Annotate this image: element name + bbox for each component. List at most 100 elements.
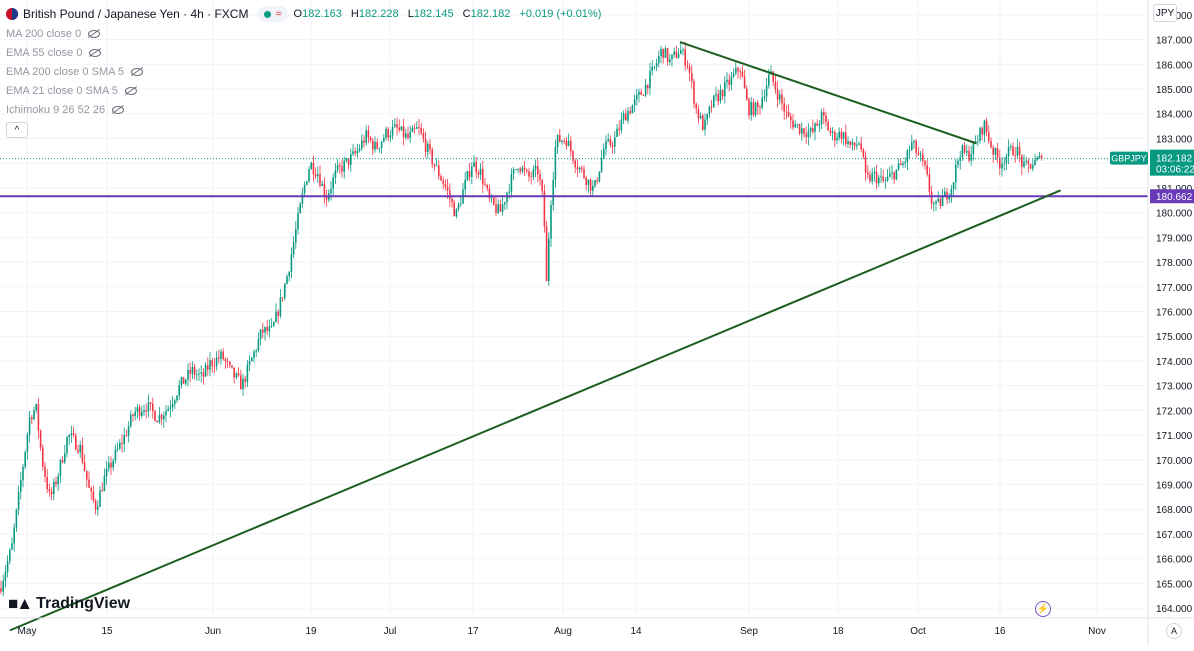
candle (746, 85, 748, 101)
candle-body (149, 402, 152, 404)
candle-body (972, 142, 975, 155)
candle-body (385, 128, 387, 139)
candle-body (526, 170, 528, 172)
candle-body (891, 172, 893, 174)
candle (554, 139, 557, 188)
candle-body (515, 169, 517, 170)
candle-body (358, 148, 361, 151)
indicator-row[interactable]: EMA 55 close 0 (6, 43, 144, 62)
candle (347, 158, 350, 170)
price-axis-label: 174.000 (1156, 357, 1193, 368)
candle (185, 378, 187, 386)
candle-body (805, 134, 807, 138)
collapse-legend-button[interactable]: ^ (6, 122, 28, 138)
currency-selector[interactable]: JPY (1153, 4, 1177, 22)
candle-body (229, 361, 231, 366)
indicator-row[interactable]: EMA 21 close 0 SMA 5 (6, 81, 144, 100)
symbol-title[interactable]: British Pound / Japanese Yen · 4h · FXCM (23, 7, 249, 21)
candle (605, 135, 607, 156)
candle-body (517, 168, 519, 170)
hidden-eye-icon[interactable] (124, 86, 138, 96)
candle (48, 483, 51, 497)
candle-body (501, 204, 504, 212)
candle-body (581, 167, 583, 170)
candle-body (743, 76, 746, 89)
time-axis-label: 19 (305, 626, 317, 637)
candle-body (578, 167, 581, 170)
candle (396, 117, 398, 136)
candle (198, 368, 200, 381)
candle-body (631, 105, 634, 114)
indicator-row[interactable]: EMA 200 close 0 SMA 5 (6, 62, 144, 81)
candle (497, 199, 499, 215)
candle-body (171, 404, 174, 408)
candle (867, 165, 869, 179)
candle-body (380, 141, 383, 148)
candle-body (983, 120, 986, 135)
hidden-eye-icon[interactable] (88, 48, 102, 58)
indicator-row[interactable]: MA 200 close 0 (6, 24, 144, 43)
tradingview-logo[interactable]: ■▲ TradingView (8, 594, 130, 614)
candle (779, 90, 781, 105)
candle (638, 88, 640, 103)
candle-body (576, 167, 579, 170)
candle (121, 434, 123, 453)
indicator-row[interactable]: Ichimoku 9 26 52 26 (6, 100, 144, 119)
candle-body (354, 151, 356, 154)
candle (691, 64, 693, 89)
market-status-pill[interactable]: ≈ (258, 6, 288, 22)
candle-body (721, 90, 724, 97)
candle-body (704, 119, 706, 131)
candle-body (259, 329, 262, 340)
candle (308, 166, 310, 184)
candle-body (935, 201, 937, 204)
hidden-eye-icon[interactable] (130, 67, 144, 77)
candle (506, 191, 508, 210)
candle-body (787, 111, 790, 117)
candle (924, 159, 926, 170)
candle (44, 462, 46, 483)
candle (600, 149, 603, 174)
candle-body (869, 174, 871, 182)
candle-body (299, 203, 301, 214)
candle (1005, 153, 1008, 171)
candle-body (68, 435, 70, 438)
candle (658, 50, 660, 68)
candle-body (101, 490, 103, 492)
candle-body (90, 487, 92, 492)
candle-body (44, 466, 46, 477)
candle-body (873, 171, 876, 174)
candle (266, 319, 268, 335)
close-label: C (462, 8, 471, 20)
candle-body (77, 449, 79, 453)
candle (1003, 157, 1005, 171)
candle-body (6, 561, 9, 572)
candle-body (369, 137, 372, 141)
candle-body (933, 203, 935, 205)
candle (543, 184, 546, 233)
candle (869, 170, 871, 184)
candle-body (858, 143, 860, 145)
candle-body (345, 158, 348, 161)
candle (204, 361, 207, 378)
candle-body (493, 197, 495, 205)
candle-body (688, 66, 691, 73)
candle (242, 373, 244, 396)
candle-body (638, 91, 640, 95)
auto-scale-button[interactable]: A (1166, 623, 1182, 639)
candle-body (237, 373, 240, 376)
hidden-eye-icon[interactable] (87, 29, 101, 39)
candle-body (570, 140, 572, 152)
candle-body (853, 142, 856, 146)
candle-body (262, 329, 264, 333)
candle-body (875, 171, 878, 184)
hidden-eye-icon[interactable] (111, 105, 125, 115)
candle (103, 468, 106, 492)
candle (741, 65, 744, 78)
goto-realtime-button[interactable]: ⚡ (1035, 601, 1051, 617)
candle (748, 97, 750, 120)
candle-body (70, 433, 73, 436)
price-axis-label: 170.000 (1156, 456, 1193, 467)
